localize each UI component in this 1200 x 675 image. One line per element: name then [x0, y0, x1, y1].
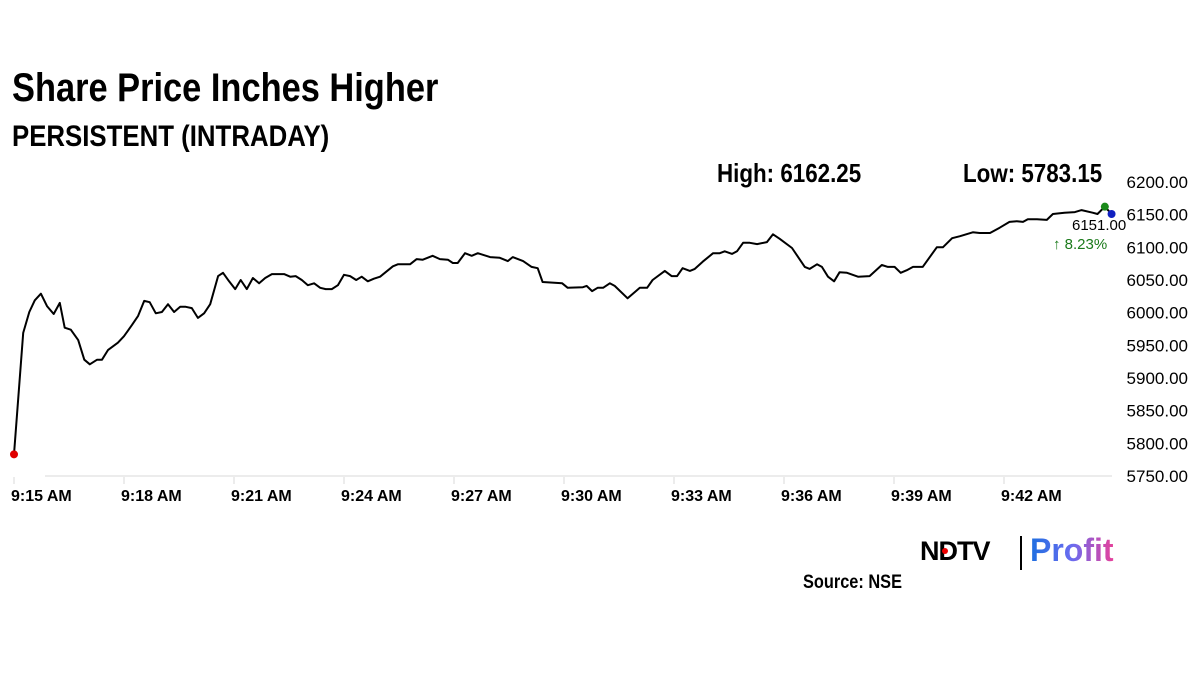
logo-dot: [942, 548, 948, 554]
low-label: Low: 5783.15: [963, 158, 1103, 188]
x-tick-label: 9:21 AM: [231, 488, 292, 505]
last-marker: [1107, 210, 1116, 219]
x-tick-label: 9:42 AM: [1001, 488, 1062, 505]
x-tick-label: 9:30 AM: [561, 488, 622, 505]
price-series: [13, 205, 1113, 455]
x-tick-label: 9:39 AM: [891, 488, 952, 505]
y-tick-label: 6150.00: [1127, 206, 1188, 225]
source-note: Source: NSE: [803, 572, 902, 593]
y-tick-label: 5800.00: [1127, 434, 1188, 453]
x-axis: 9:15 AM 9:18 AM 9:21 AM 9:24 AM 9:27 AM 9:30 …: [11, 475, 1112, 505]
price-line: [13, 205, 1113, 455]
markers: [10, 202, 1116, 459]
high-marker: [1100, 202, 1109, 211]
logo-divider: [1020, 536, 1022, 570]
logo-profit-text: Profit: [1030, 532, 1114, 568]
x-tick-label: 9:18 AM: [121, 488, 182, 505]
chart-title: Share Price Inches Higher: [12, 66, 439, 110]
y-axis: 6200.00 6150.00 6100.00 6050.00 6000.00 5950.…: [1127, 173, 1188, 486]
y-tick-label: 5950.00: [1127, 336, 1188, 355]
high-label: High: 6162.25: [717, 158, 862, 188]
y-tick-label: 6100.00: [1127, 238, 1188, 257]
x-tick-label: 9:33 AM: [671, 488, 732, 505]
y-tick-label: 5750.00: [1127, 467, 1188, 486]
change-label: ↑ 8.23%: [1053, 236, 1107, 253]
logo-ndtv-text: NDTV: [920, 536, 990, 566]
x-tick-label: 9:27 AM: [451, 488, 512, 505]
chart-subtitle: PERSISTENT (INTRADAY): [12, 120, 330, 153]
y-tick-label: 5850.00: [1127, 402, 1188, 421]
y-tick-label: 5900.00: [1127, 369, 1188, 388]
x-tick-label: 9:24 AM: [341, 488, 402, 505]
y-tick-label: 6200.00: [1127, 173, 1188, 192]
x-tick-label: 9:36 AM: [781, 488, 842, 505]
x-tick-label: 9:15 AM: [11, 488, 72, 505]
last-value-label: 6151.00: [1072, 217, 1126, 234]
y-tick-label: 6000.00: [1127, 304, 1188, 323]
low-marker: [10, 450, 18, 459]
y-tick-label: 6050.00: [1127, 271, 1188, 290]
